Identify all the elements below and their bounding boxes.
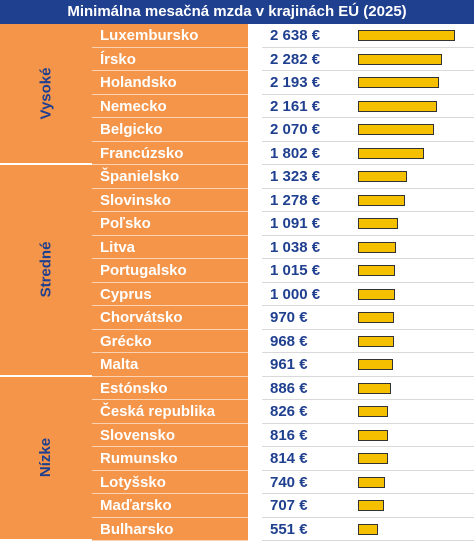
bar-cell bbox=[352, 142, 474, 165]
bar-cell bbox=[352, 306, 474, 330]
value-label: 886 € bbox=[262, 377, 352, 400]
bar-cell bbox=[352, 24, 474, 48]
value-label: 814 € bbox=[262, 447, 352, 471]
wage-bar bbox=[358, 429, 388, 441]
country-label: Chorvátsko bbox=[92, 306, 248, 330]
bar-cell bbox=[352, 353, 474, 377]
country-label: Cyprus bbox=[92, 282, 248, 306]
value-label: 1 278 € bbox=[262, 189, 352, 212]
bar-cell bbox=[352, 48, 474, 71]
value-label: 1 038 € bbox=[262, 236, 352, 259]
country-label: Lotyšsko bbox=[92, 470, 248, 494]
value-label: 2 282 € bbox=[262, 48, 352, 71]
country-label: Holandsko bbox=[92, 71, 248, 95]
country-label: Slovensko bbox=[92, 423, 248, 447]
country-label: Nemecko bbox=[92, 94, 248, 118]
wage-bar bbox=[358, 171, 407, 182]
country-label: Španielsko bbox=[92, 165, 248, 189]
bar-cell bbox=[352, 259, 474, 283]
country-label: Maďarsko bbox=[92, 494, 248, 518]
country-label: Česká republika bbox=[92, 400, 248, 424]
value-label: 1 323 € bbox=[262, 165, 352, 189]
value-label: 740 € bbox=[262, 471, 352, 494]
wage-bar bbox=[358, 265, 396, 276]
country-label: Estónsko bbox=[92, 376, 248, 400]
group-label: Stredné bbox=[37, 241, 55, 298]
wage-bar bbox=[358, 406, 389, 417]
country-label: Slovinsko bbox=[92, 188, 248, 212]
wage-bar bbox=[358, 241, 397, 253]
bar-cell bbox=[352, 494, 474, 518]
wage-bar bbox=[358, 194, 405, 206]
wage-bar bbox=[358, 312, 394, 323]
bar-cell bbox=[352, 71, 474, 95]
bar-cell bbox=[352, 330, 474, 353]
wage-bar bbox=[358, 218, 399, 229]
bar-cell bbox=[352, 518, 474, 541]
wage-bar bbox=[358, 288, 395, 300]
wage-bar bbox=[358, 53, 442, 65]
country-label: Rumunsko bbox=[92, 447, 248, 471]
wage-bar bbox=[358, 500, 384, 511]
value-label: 1 802 € bbox=[262, 142, 352, 165]
country-label: Írsko bbox=[92, 47, 248, 71]
group-cell: Vysoké bbox=[0, 24, 92, 165]
bar-cell bbox=[352, 283, 474, 306]
bar-cell bbox=[352, 377, 474, 400]
value-label: 2 161 € bbox=[262, 95, 352, 118]
bar-cell bbox=[352, 165, 474, 189]
country-label: Luxembursko bbox=[92, 24, 248, 48]
group-cell: Nízke bbox=[0, 376, 92, 541]
bar-cell bbox=[352, 118, 474, 142]
wage-bar bbox=[358, 523, 379, 535]
bar-cell bbox=[352, 400, 474, 424]
bar-cell bbox=[352, 189, 474, 212]
value-label: 1 015 € bbox=[262, 259, 352, 283]
wage-bar bbox=[358, 30, 455, 41]
value-label: 970 € bbox=[262, 306, 352, 330]
group-label: Nízke bbox=[37, 438, 55, 478]
country-label: Poľsko bbox=[92, 212, 248, 236]
value-label: 1 091 € bbox=[262, 212, 352, 236]
group-label: Vysoké bbox=[37, 67, 55, 120]
value-label: 2 638 € bbox=[262, 24, 352, 48]
value-label: 551 € bbox=[262, 518, 352, 541]
bar-cell bbox=[352, 95, 474, 118]
value-label: 1 000 € bbox=[262, 283, 352, 306]
value-label: 2 070 € bbox=[262, 118, 352, 142]
bar-cell bbox=[352, 236, 474, 259]
wage-bar bbox=[358, 335, 394, 347]
wage-bar bbox=[358, 124, 435, 135]
value-label: 2 193 € bbox=[262, 71, 352, 95]
bar-cell bbox=[352, 212, 474, 236]
value-label: 961 € bbox=[262, 353, 352, 377]
chart-title: Minimálna mesačná mzda v krajinách EÚ (2… bbox=[0, 0, 474, 24]
value-label: 826 € bbox=[262, 400, 352, 424]
country-label: Malta bbox=[92, 353, 248, 377]
wage-bar bbox=[358, 453, 388, 464]
value-label: 968 € bbox=[262, 330, 352, 353]
wage-bar bbox=[358, 359, 394, 370]
bar-cell bbox=[352, 424, 474, 447]
wage-bar bbox=[358, 476, 386, 488]
country-label: Grécko bbox=[92, 329, 248, 353]
wage-bar bbox=[358, 382, 391, 394]
group-cell: Stredné bbox=[0, 165, 92, 377]
country-label: Litva bbox=[92, 235, 248, 259]
bar-cell bbox=[352, 471, 474, 494]
wage-bar bbox=[358, 77, 439, 88]
bar-cell bbox=[352, 447, 474, 471]
country-label: Francúzsko bbox=[92, 141, 248, 165]
country-label: Bulharsko bbox=[92, 517, 248, 541]
value-label: 816 € bbox=[262, 424, 352, 447]
country-label: Portugalsko bbox=[92, 259, 248, 283]
country-label: Belgicko bbox=[92, 118, 248, 142]
wage-bar bbox=[358, 147, 425, 159]
wage-bar bbox=[358, 100, 438, 112]
value-label: 707 € bbox=[262, 494, 352, 518]
